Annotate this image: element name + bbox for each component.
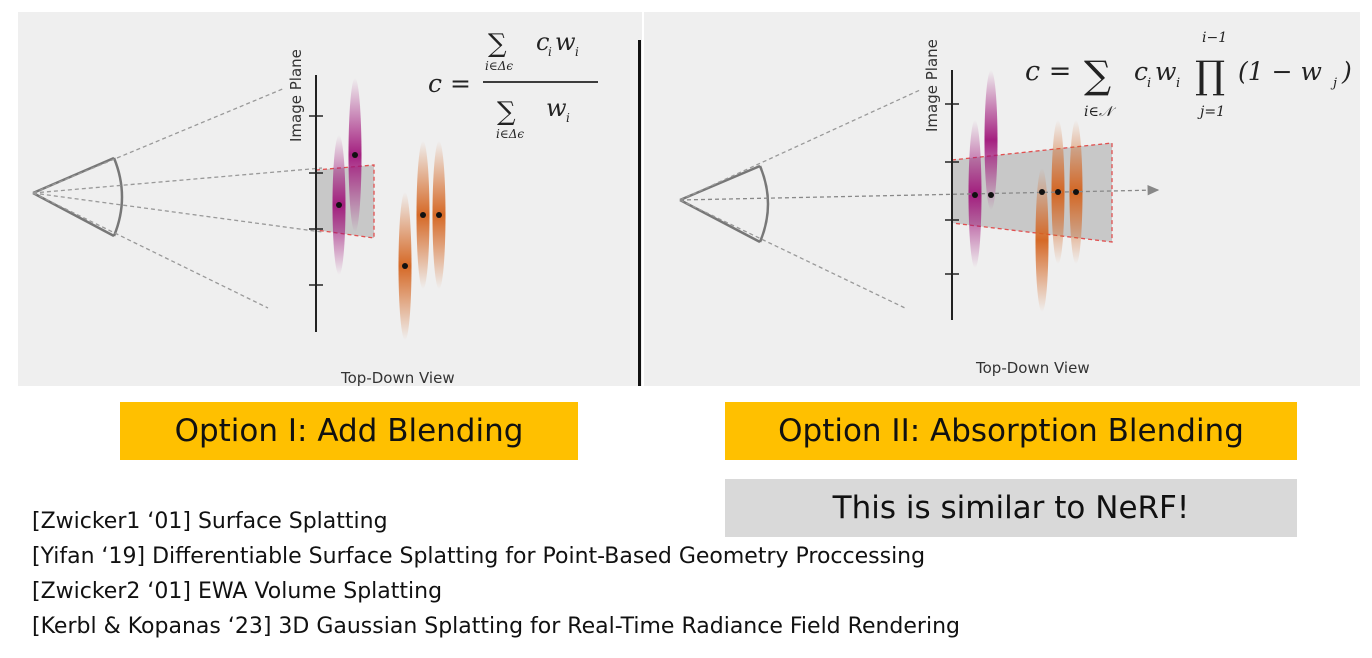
left-view-rays — [32, 87, 323, 309]
splatting-diagrams: Image Plane c = ∑ i∈Δϵ c i w i ∑ i∈Δϵ — [32, 28, 1352, 387]
svg-text:i−1: i−1 — [1202, 30, 1227, 46]
svg-text:w: w — [546, 94, 567, 122]
svg-text:∏: ∏ — [1195, 53, 1225, 97]
svg-text:i: i — [575, 45, 579, 59]
left-gaussians — [332, 78, 446, 340]
reference-item: [Yifan ‘19] Differentiable Surface Splat… — [32, 544, 926, 569]
right-view-rays — [679, 89, 921, 309]
svg-text:i: i — [566, 111, 570, 125]
panel-divider — [638, 40, 641, 386]
left-image-plane-label: Image Plane — [287, 49, 305, 142]
left-camera-icon — [32, 156, 124, 238]
option-1-text: Option I: Add Blending — [174, 413, 524, 449]
right-center-ray-arrow — [679, 185, 1160, 201]
right-sample-points — [972, 189, 1079, 198]
right-image-plane-axis — [945, 70, 959, 320]
svg-text:j: j — [1330, 76, 1337, 91]
left-blending-formula: c = ∑ i∈Δϵ c i w i ∑ i∈Δϵ w i — [428, 28, 598, 141]
orange-gaussian — [1035, 168, 1049, 312]
svg-text:i: i — [1176, 76, 1180, 91]
svg-text:i: i — [1147, 76, 1151, 91]
right-image-plane-label: Image Plane — [923, 39, 941, 132]
pink-gaussian — [984, 70, 998, 210]
right-top-down-caption: Top-Down View — [975, 359, 1090, 377]
svg-text:∑: ∑ — [497, 97, 516, 127]
svg-text:c =: c = — [1025, 56, 1071, 87]
nerf-note-box: This is similar to NeRF! — [725, 479, 1297, 537]
svg-text:): ) — [1341, 57, 1352, 86]
nerf-note-text: This is similar to NeRF! — [832, 490, 1190, 526]
svg-text:(1 − w: (1 − w — [1238, 57, 1322, 86]
right-diagram: Image Plane c = ∑ i∈𝒩 c i w i i−1 ∏ j=1 — [679, 30, 1352, 377]
reference-item: [Zwicker2 ‘01] EWA Volume Splatting — [32, 579, 443, 604]
svg-text:j=1: j=1 — [1197, 104, 1225, 120]
svg-text:∑: ∑ — [488, 29, 507, 59]
option-2-text: Option II: Absorption Blending — [778, 413, 1244, 449]
right-blending-formula: c = ∑ i∈𝒩 c i w i i−1 ∏ j=1 (1 − w j ) — [1025, 30, 1352, 120]
svg-text:w: w — [1155, 57, 1176, 86]
reference-list: [Zwicker1 ‘01] Surface Splatting [Yifan … — [32, 506, 960, 646]
left-image-plane-axis — [309, 75, 323, 332]
reference-item: [Zwicker1 ‘01] Surface Splatting — [32, 509, 388, 534]
left-diagram: Image Plane c = ∑ i∈Δϵ c i w i ∑ i∈Δϵ — [32, 28, 598, 387]
svg-text:c: c — [1134, 57, 1148, 86]
svg-text:w: w — [555, 28, 576, 56]
svg-text:c =: c = — [428, 69, 471, 98]
svg-text:i: i — [548, 45, 552, 59]
option-2-label: Option II: Absorption Blending — [725, 402, 1297, 460]
svg-text:c: c — [536, 28, 549, 56]
svg-text:∑: ∑ — [1084, 53, 1111, 97]
reference-item: [Kerbl & Kopanas ‘23] 3D Gaussian Splatt… — [32, 614, 960, 639]
right-camera-icon — [679, 164, 770, 244]
option-1-label: Option I: Add Blending — [120, 402, 578, 460]
svg-text:i∈Δϵ: i∈Δϵ — [496, 127, 524, 141]
left-top-down-caption: Top-Down View — [340, 369, 455, 387]
svg-text:i∈𝒩: i∈𝒩 — [1084, 104, 1117, 120]
svg-text:i∈Δϵ: i∈Δϵ — [485, 59, 513, 73]
